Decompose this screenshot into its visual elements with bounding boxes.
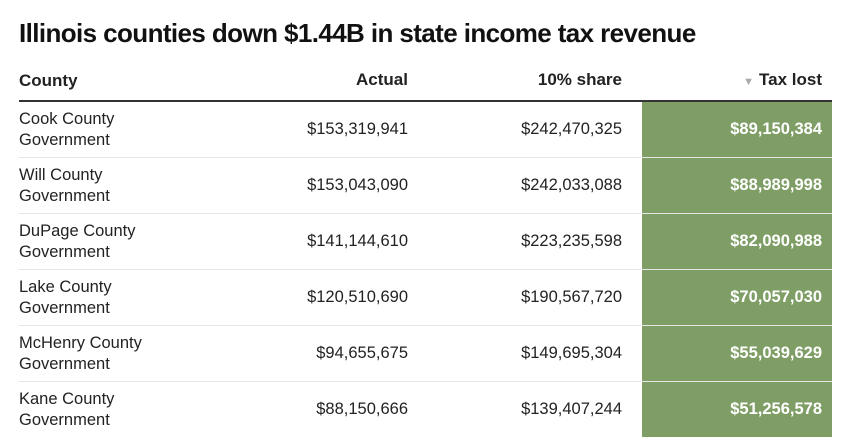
actual-cell: $153,319,941 [307,120,408,138]
table-title: Illinois counties down $1.44B in state i… [19,18,696,48]
actual-cell: $153,043,090 [307,176,408,194]
share-cell: $242,033,088 [521,176,622,194]
tax-lost-cell: $70,057,030 [642,270,832,325]
table-row: Cook County Government $153,319,941 $242,4… [19,102,832,158]
county-cell: Lake County Government [19,277,112,317]
table-row: DuPage County Government $141,144,610 $223… [19,214,832,270]
share-cell: $190,567,720 [521,288,622,306]
county-cell: Will County Government [19,165,110,205]
county-cell: Cook County Government [19,109,115,149]
table-body: Cook County Government $153,319,941 $242,4… [19,102,832,437]
county-cell: DuPage County Government [19,221,136,261]
table-row: Will County Government $153,043,090 $242,0… [19,158,832,214]
table-row: Kane County Government $88,150,666 $139,40… [19,382,832,437]
tax-lost-cell: $82,090,988 [642,214,832,269]
share-cell: $242,470,325 [521,120,622,138]
table-header: County Actual 10% share ▼ Tax lost [19,60,832,102]
actual-cell: $120,510,690 [307,288,408,306]
column-header-tax-lost-label: Tax lost [759,70,822,89]
column-header-share[interactable]: 10% share [537,70,622,89]
tax-lost-cell: $89,150,384 [642,102,832,157]
column-header-county[interactable]: County [19,70,78,90]
actual-cell: $94,655,675 [316,344,408,362]
county-cell: McHenry County Government [19,333,142,373]
table-row: McHenry County Government $94,655,675 $149… [19,326,832,382]
column-header-actual[interactable]: Actual [356,70,408,89]
actual-cell: $88,150,666 [316,400,408,418]
share-cell: $149,695,304 [521,344,622,362]
share-cell: $139,407,244 [521,400,622,418]
column-header-tax-lost[interactable]: ▼ Tax lost [642,70,832,90]
table-row: Lake County Government $120,510,690 $190,5… [19,270,832,326]
tax-lost-cell: $55,039,629 [642,326,832,381]
sort-descending-icon: ▼ [743,76,755,88]
tax-lost-cell: $51,256,578 [642,382,832,437]
tax-lost-cell: $88,989,998 [642,158,832,213]
actual-cell: $141,144,610 [307,232,408,250]
share-cell: $223,235,598 [521,232,622,250]
county-cell: Kane County Government [19,389,115,429]
data-table: County Actual 10% share ▼ Tax lost Cook C… [19,60,832,437]
